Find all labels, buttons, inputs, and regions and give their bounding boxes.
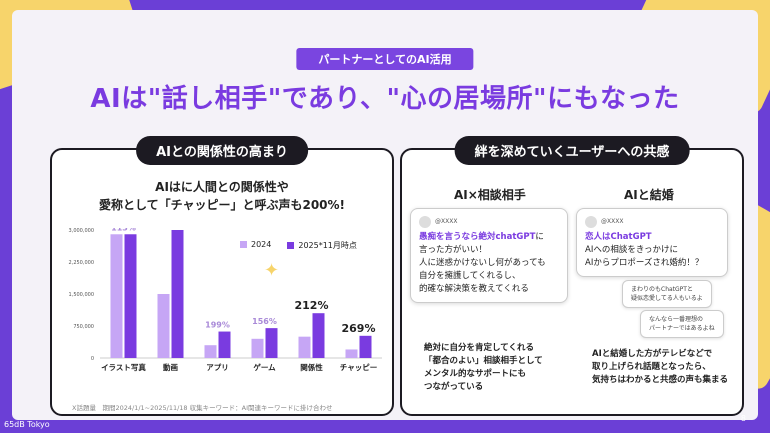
chart-panel: AIとの関係性の高まり AIはに人間との関係性や 愛称として「チャッピー」と呼ぶ… [50, 136, 394, 416]
caption-consult: 絶対に自分を肯定してくれる 「都合のよい」相談相手として メンタル的なサポートにもつ… [424, 343, 543, 392]
chart-lead-line-2: 愛称として「チャッピー」と呼ぶ声も200%! [98, 198, 346, 212]
bar-2024 [251, 338, 264, 358]
bar-2024 [157, 294, 170, 358]
x-tick-label: 動画 [163, 362, 178, 372]
section-tag: パートナーとしてのAI活用 [296, 48, 474, 70]
bar-2025 [312, 313, 325, 358]
growth-label: 212% [295, 299, 329, 312]
growth-label: 269% [342, 322, 376, 335]
y-tick-label: 750,000 [73, 324, 94, 330]
avatar [585, 215, 597, 228]
growth-label: 156% [252, 317, 277, 326]
sparkle-icon: ✦ [264, 260, 280, 281]
growth-label: 199% [205, 321, 230, 330]
y-tick-label: 3,000,000 [69, 228, 94, 234]
x-tick-label: チャッピー [340, 362, 377, 372]
legend-item-2024: 2024 [240, 240, 271, 251]
bar-2024 [298, 336, 311, 358]
chart-lead-line-1: AIはに人間との関係性や [155, 180, 289, 194]
bar-2025 [265, 328, 278, 358]
bar-2025 [124, 234, 137, 358]
post-user: @XXXX [585, 215, 719, 228]
y-tick-label: 1,500,000 [69, 292, 94, 298]
headline: AIは"話し相手"であり、"心の居場所"にもなった [90, 84, 680, 114]
col-title-marriage: AIと結婚 [624, 188, 674, 202]
y-tick-label: 2,250,000 [69, 260, 94, 266]
growth-label: 113% [111, 228, 136, 232]
brand-logo: 65dB Tokyo [4, 420, 50, 429]
footnote: X話題量 期間2024/1/1~2025/11/18 収集キーワード：AI関連キ… [72, 404, 333, 412]
reply-1: まわりのもChatGPTと 疑似恋愛してる人もいるよ [622, 280, 712, 308]
x-tick-label: イラスト写真 [101, 362, 146, 372]
col-title-consult: AI×相談相手 [454, 188, 526, 202]
bar-2024 [345, 349, 358, 358]
caption-marriage: AIと結婚した方がテレビなどで 取り上げられ話題となったら、 気持ちはわかると共感の… [592, 349, 729, 385]
post-user: @XXXX [419, 215, 559, 228]
chart-panel-title: AIとの関係性の高まり [136, 136, 308, 165]
chart-lead: AIはに人間との関係性や 愛称として「チャッピー」と呼ぶ声も200%! [52, 178, 392, 214]
bar-2024 [204, 345, 217, 358]
empathy-panel: 絆を深めていくユーザーへの共感 AI×相談相手 AIと結婚 @XXXX 愚痴を言… [400, 136, 744, 416]
reply-2: なんなら一番理想の パートナーではあるよね [640, 310, 724, 338]
legend-item-2025: 2025*11月時点 [287, 240, 357, 251]
page-number: 8 [740, 414, 746, 423]
post-consult: @XXXX 愚痴を言うなら絶対chatGPTに 言った方がいい！ 人に迷惑かけな… [410, 208, 568, 303]
x-tick-label: アプリ [206, 362, 229, 372]
post-marriage: @XXXX 恋人はChatGPT AIへの相談をきっかけに AIからプロポーズさ… [576, 208, 728, 277]
bar-2025 [359, 335, 372, 358]
slide: パートナーとしてのAI活用 AIは"話し相手"であり、"心の居場所"にもなった … [12, 10, 758, 420]
x-tick-label: ゲーム [253, 362, 276, 372]
empathy-panel-title: 絆を深めていくユーザーへの共感 [454, 136, 690, 165]
avatar [419, 215, 431, 228]
chart-legend: 2024 2025*11月時点 [240, 240, 357, 251]
x-tick-label: 関係性 [300, 362, 323, 372]
bar-2024 [110, 234, 123, 358]
bar-2025 [171, 230, 184, 358]
y-tick-label: 0 [91, 356, 94, 362]
bar-2025 [218, 331, 231, 358]
bar-chart: 3,000,000 2,250,000 1,500,000 750,000 0 113% イ… [69, 228, 382, 372]
